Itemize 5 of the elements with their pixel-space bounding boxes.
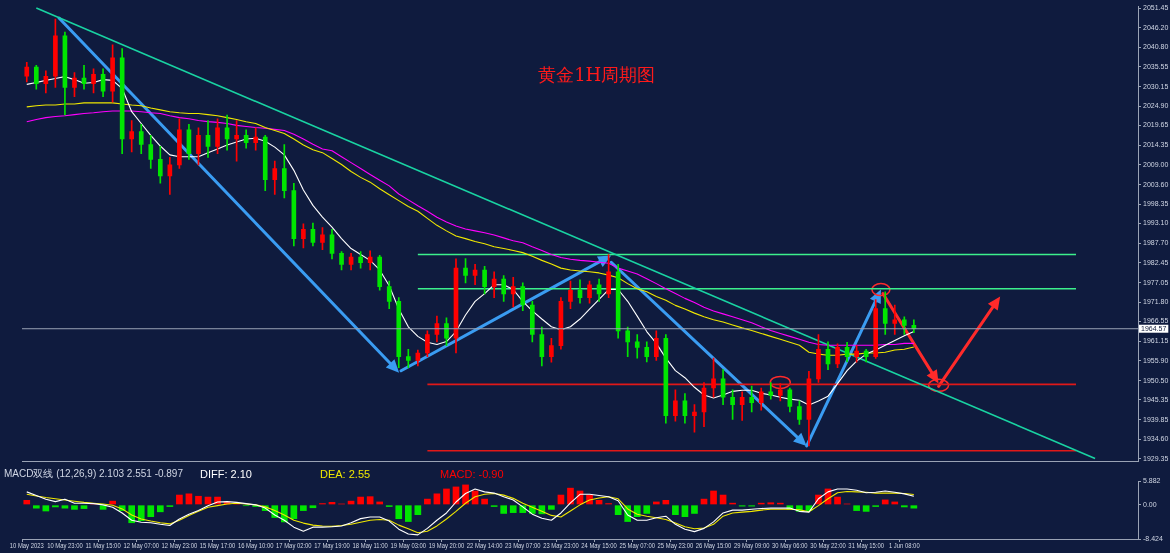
text: DIFF: 2.10 [200,467,252,480]
text: DEA: 2.55 [320,467,371,480]
text: MACD双线 (12,26,9) 2.103 2.551 -0.897 [4,468,184,480]
text: MACD: -0.90 [440,467,504,480]
text: 黄金1H周期图 [538,63,656,85]
